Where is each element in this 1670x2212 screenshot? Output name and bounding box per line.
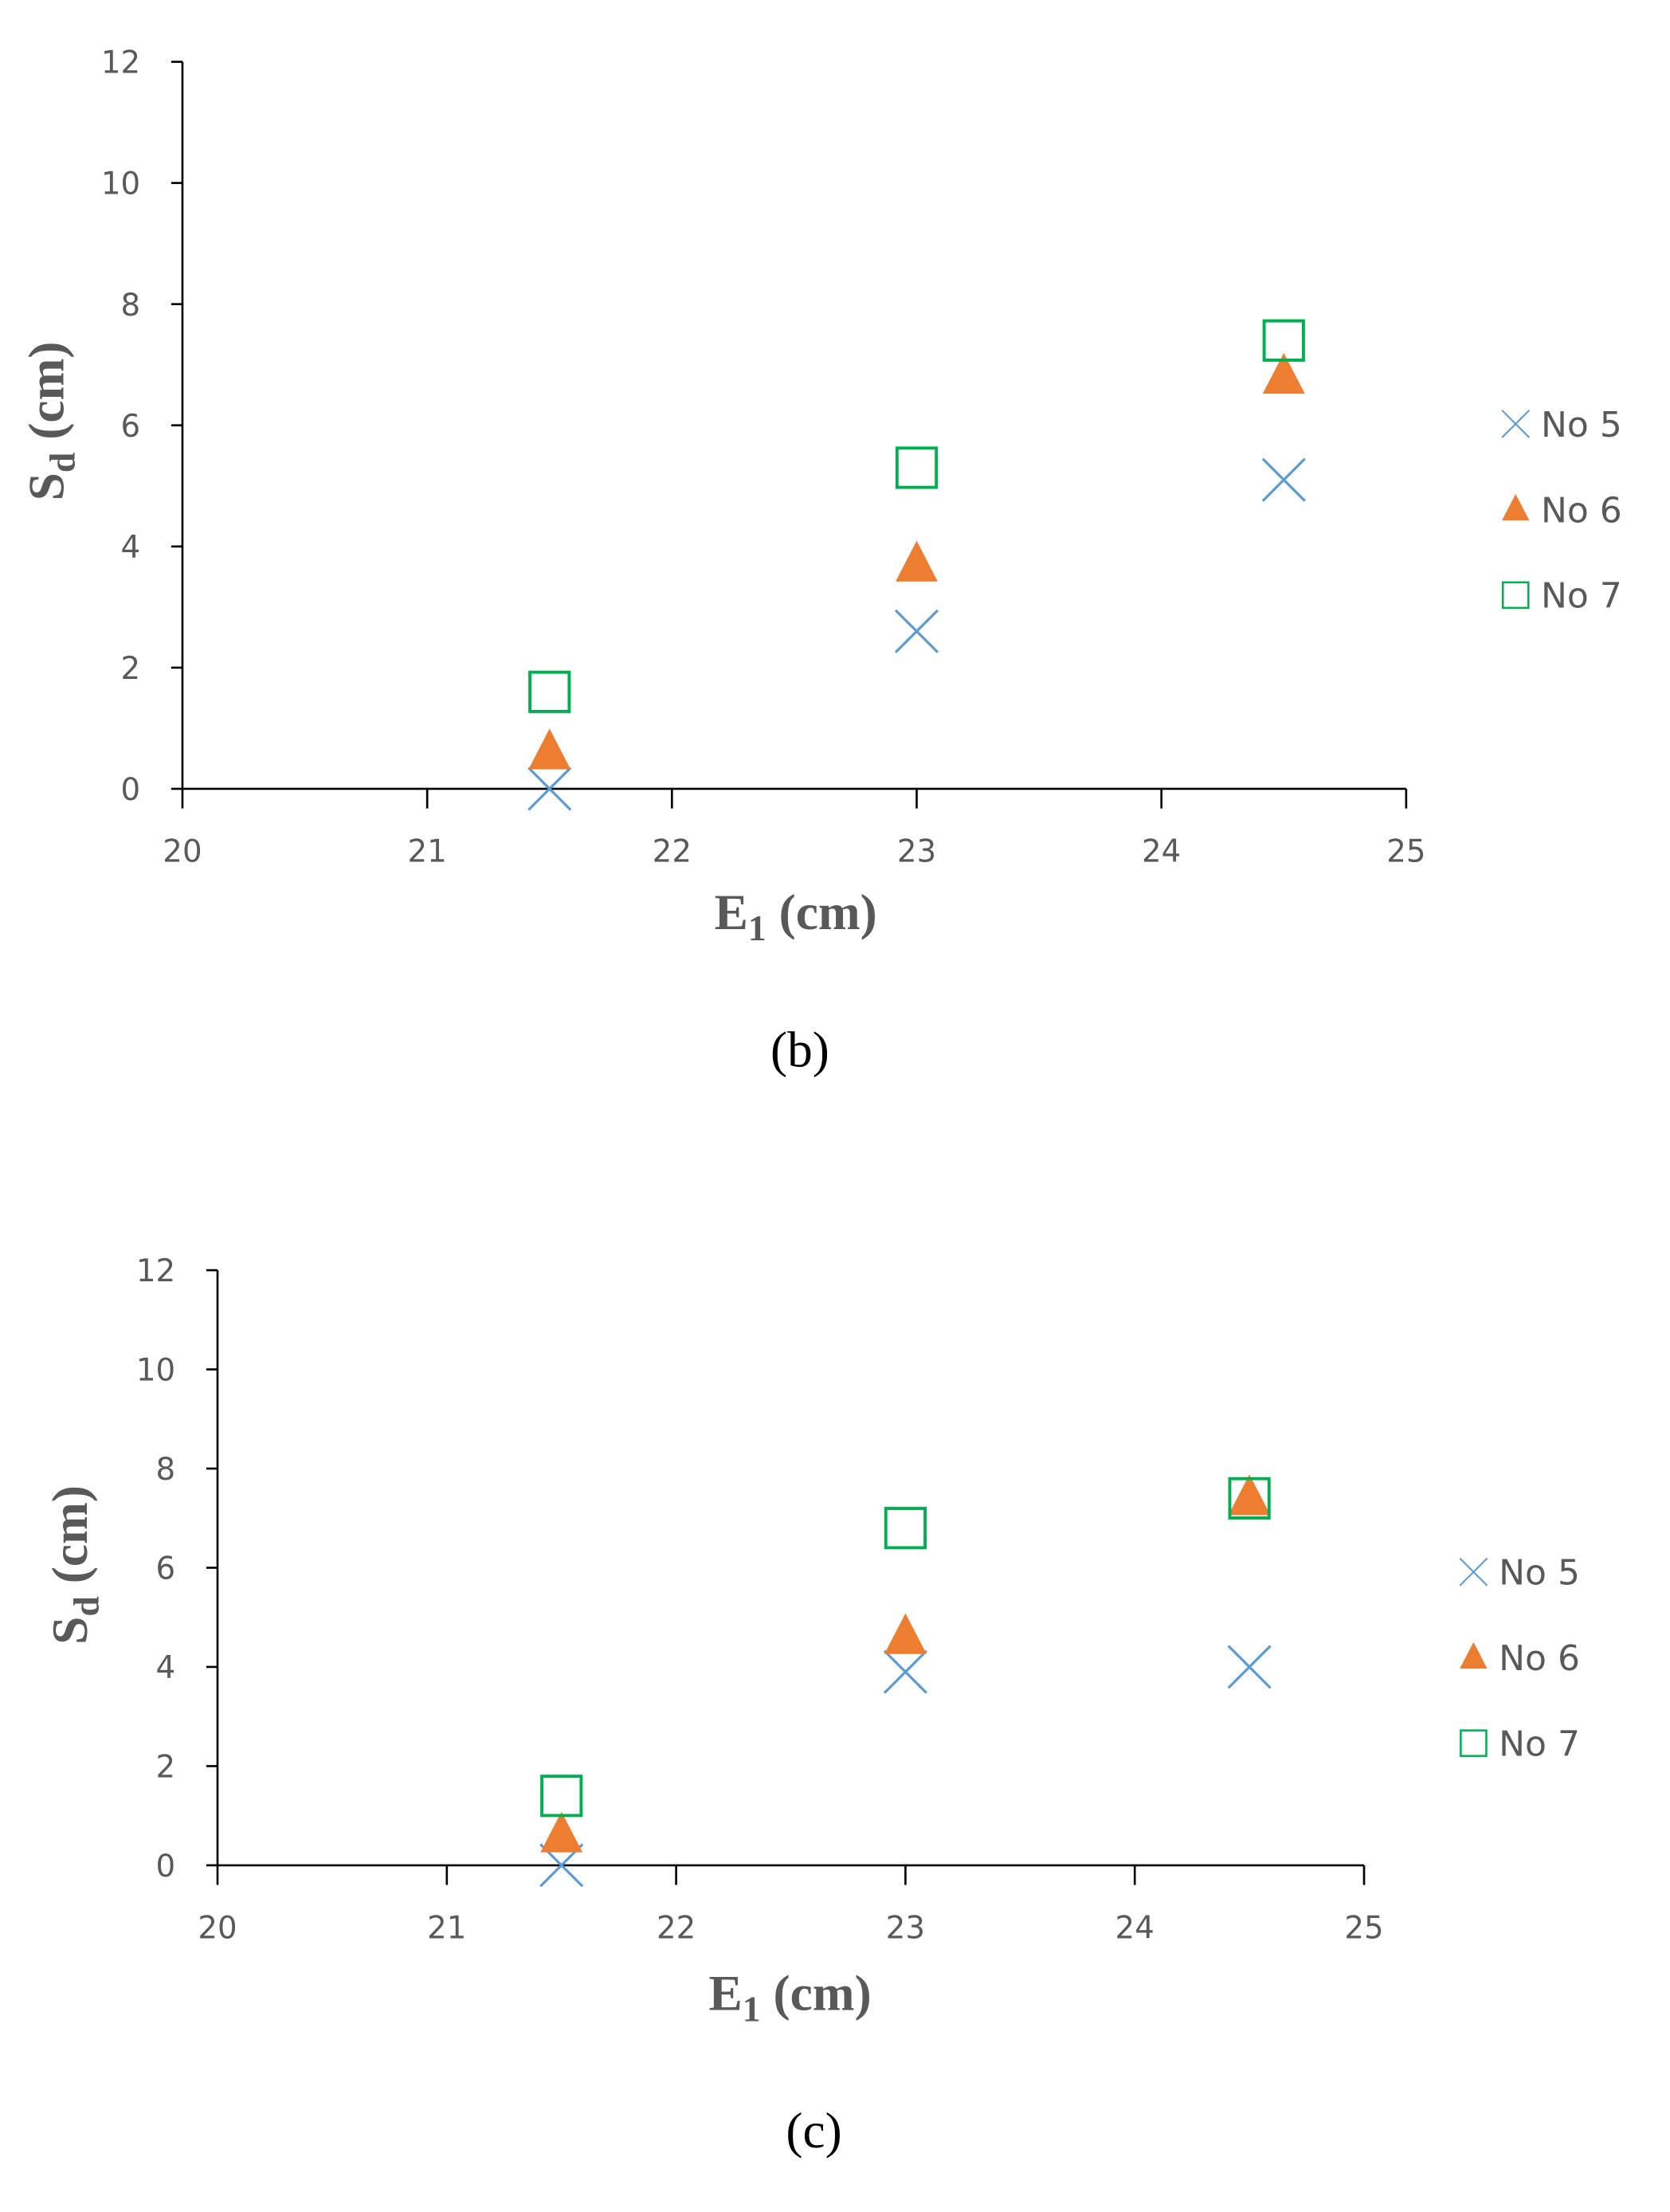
y-tick-label: 10: [101, 167, 140, 202]
y-axis-label-part: S: [42, 1617, 98, 1645]
marker-triangle: [540, 1811, 583, 1853]
legend-marker: [1460, 1729, 1488, 1757]
legend-label: No 5: [1541, 405, 1622, 445]
y-tick-label: 4: [156, 1650, 176, 1686]
y-axis-label-part: d: [65, 1596, 106, 1616]
legend-label: No 5: [1499, 1553, 1580, 1594]
x-axis-label-part: E: [715, 884, 748, 940]
y-tick-label: 0: [156, 1849, 176, 1885]
x-axis-label-part: (cm): [761, 1965, 872, 2021]
y-tick-label: 6: [120, 409, 140, 445]
y-axis-label: Sd (cm): [18, 342, 82, 501]
y-tick-label: 8: [120, 288, 140, 324]
marker-x: [1227, 1645, 1272, 1689]
y-tick-label: 8: [156, 1452, 176, 1488]
marker-triangle: [528, 728, 571, 770]
y-tick-label: 4: [120, 530, 140, 566]
y-axis-label: Sd (cm): [42, 1485, 106, 1645]
x-axis-label-part: 1: [748, 908, 766, 948]
x-tick-label: 21: [408, 834, 447, 870]
legend-marker: [1501, 410, 1531, 438]
legend-marker: [1501, 581, 1530, 610]
marker-square: [1228, 1477, 1271, 1520]
y-tick-label: 12: [101, 45, 140, 81]
marker-triangle: [1228, 1474, 1271, 1516]
y-tick-label: 6: [156, 1551, 176, 1587]
x-axis-label-part: (cm): [766, 884, 877, 940]
y-axis-label-part: (cm): [42, 1485, 98, 1596]
y-tick-label: 10: [136, 1353, 175, 1389]
x-tick-label: 23: [897, 834, 936, 870]
legend-marker: [1460, 1641, 1488, 1669]
marker-square: [528, 670, 571, 713]
marker-x: [527, 767, 572, 811]
x-tick-label: 25: [1344, 1910, 1383, 1946]
marker-x: [894, 609, 939, 653]
y-tick-label: 2: [156, 1750, 176, 1786]
marker-square: [1262, 319, 1305, 362]
legend-label: No 6: [1541, 490, 1622, 531]
caption: (b): [770, 1022, 829, 1078]
x-axis-label: E1 (cm): [709, 1965, 872, 2029]
x-tick-label: 21: [427, 1910, 466, 1946]
x-tick-label: 20: [163, 834, 202, 870]
marker-x: [1261, 457, 1306, 502]
y-axis-label-part: S: [18, 473, 74, 500]
x-axis-label-part: 1: [743, 1988, 761, 2029]
y-tick-label: 12: [136, 1253, 175, 1289]
marker-square: [540, 1775, 583, 1818]
marker-square: [884, 1507, 927, 1550]
y-tick-label: 2: [120, 651, 140, 687]
x-tick-label: 22: [657, 1910, 696, 1946]
x-axis-label-part: E: [709, 1965, 743, 2021]
x-tick-label: 24: [1115, 1910, 1154, 1946]
marker-triangle: [1262, 352, 1305, 394]
legend-label: No 6: [1499, 1638, 1580, 1679]
marker-triangle: [884, 1613, 927, 1654]
marker-x: [883, 1649, 927, 1694]
marker-square: [895, 446, 939, 489]
caption: (c): [786, 2103, 841, 2159]
y-axis-label-part: d: [41, 453, 82, 473]
x-tick-label: 25: [1386, 834, 1425, 870]
x-axis-label: E1 (cm): [715, 884, 877, 948]
x-tick-label: 23: [886, 1910, 925, 1946]
x-tick-label: 20: [198, 1910, 237, 1946]
y-tick-label: 0: [120, 772, 140, 808]
y-axis-label-part: (cm): [18, 342, 74, 453]
x-tick-label: 22: [653, 834, 692, 870]
marker-triangle: [896, 540, 938, 582]
legend-marker: [1459, 1557, 1488, 1586]
legend-label: No 7: [1541, 576, 1622, 617]
legend-marker: [1502, 493, 1530, 521]
legend-label: No 7: [1499, 1724, 1580, 1765]
x-tick-label: 24: [1142, 834, 1181, 870]
